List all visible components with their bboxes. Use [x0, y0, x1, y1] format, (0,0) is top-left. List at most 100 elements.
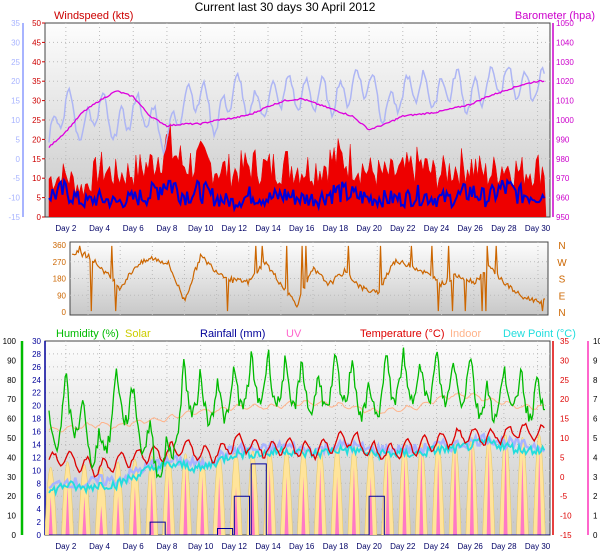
- legend-label: Indoor: [450, 328, 482, 340]
- uv-spike: [250, 476, 255, 535]
- uv-spike: [385, 457, 390, 535]
- windspeed-legend: Windspeed (kts): [54, 10, 133, 22]
- wind-tick-label: 25: [32, 116, 41, 125]
- wind-tick-label: 10: [32, 174, 41, 183]
- uv-spike: [82, 496, 87, 535]
- uv-spike: [419, 447, 424, 535]
- rain-tick-label: 20: [32, 402, 41, 411]
- uv-tick-label: 3: [593, 473, 598, 482]
- humidity-tick-label: 50: [7, 434, 16, 443]
- rain-tick-label: 0: [37, 531, 42, 540]
- uv-spike: [48, 496, 53, 535]
- humidity-tick-label: 10: [7, 512, 16, 521]
- temp-tick-label: -15: [8, 213, 20, 222]
- wind-tick-label: 20: [32, 135, 41, 144]
- direction-tick-label: 270: [53, 258, 67, 267]
- barometer-tick-label: 970: [556, 174, 570, 183]
- x-tick-label: Day 4: [89, 542, 110, 551]
- rain-tick-label: 28: [32, 350, 41, 359]
- humidity-tick-label: 80: [7, 376, 16, 385]
- x-tick-label: Day 16: [289, 224, 315, 233]
- uv-spike: [486, 447, 491, 535]
- page-title: Current last 30 days 30 April 2012: [195, 0, 376, 14]
- temp-tick-label: 35: [11, 19, 20, 28]
- rain-tick-label: 6: [37, 492, 42, 501]
- x-tick-label: Day 8: [156, 542, 177, 551]
- rain-tick-label: 8: [37, 479, 42, 488]
- x-tick-label: Day 2: [55, 224, 76, 233]
- temperature-tick-label: -15: [560, 531, 572, 540]
- temperature-tick-label: 5: [560, 453, 565, 462]
- direction-tick-label: 0: [62, 308, 67, 317]
- uv-spike: [149, 476, 154, 535]
- x-tick-label: Day 12: [222, 542, 248, 551]
- x-tick-label: Day 28: [491, 224, 517, 233]
- humidity-plot-area: [44, 340, 551, 536]
- legend-label: UV: [286, 328, 302, 340]
- barometer-tick-label: 960: [556, 194, 570, 203]
- temperature-tick-label: 30: [560, 356, 569, 365]
- temperature-tick-label: 15: [560, 415, 569, 424]
- direction-axes: 360 N 270 W 180 S 90 E 0 N: [53, 241, 568, 319]
- uv-spike: [368, 476, 373, 535]
- x-tick-label: Day 22: [390, 224, 416, 233]
- rain-tick-label: 22: [32, 389, 41, 398]
- humidity-line: [48, 347, 546, 479]
- wind-gust-area: [48, 123, 547, 217]
- direction-gridlines: [70, 242, 548, 315]
- temperature-tick-label: -5: [560, 492, 568, 501]
- humidity-x-axis: Day 2 Day 4 Day 6 Day 8 Day 10 Day 12 Day 14 Da…: [55, 542, 550, 551]
- uv-spike: [453, 447, 458, 535]
- humidity-tick-label: 60: [7, 415, 16, 424]
- barometer-tick-label: 1040: [556, 38, 574, 47]
- compass-label: S: [559, 275, 566, 286]
- uv-tick-label: 10: [593, 337, 600, 346]
- x-tick-label: Day 30: [525, 542, 551, 551]
- barometer-legend: Barometer (hpa): [515, 10, 595, 22]
- uv-tick-label: 1: [593, 512, 598, 521]
- indoor-line: [48, 392, 545, 433]
- x-tick-label: Day 4: [89, 224, 110, 233]
- temp-tick-label: 10: [11, 116, 20, 125]
- rain-tick-label: 12: [32, 453, 41, 462]
- temperature-tick-label: -10: [560, 512, 572, 521]
- barometer-line: [48, 79, 545, 148]
- legend-label: Humidity (%): [56, 328, 119, 340]
- uv-tick-label: 0: [593, 531, 598, 540]
- humidity-tick-label: 20: [7, 492, 16, 501]
- x-tick-label: Day 8: [156, 224, 177, 233]
- uv-spike: [267, 467, 272, 535]
- x-tick-label: Day 18: [323, 224, 349, 233]
- uv-spike: [537, 447, 542, 535]
- barometer-tick-label: 990: [556, 135, 570, 144]
- wind-series: [48, 65, 547, 217]
- direction-tick-label: 360: [53, 241, 67, 250]
- humidity-legend: Humidity (%) Solar Rainfall (mm) UV Temperat…: [56, 328, 576, 340]
- wind-tick-label: 50: [32, 19, 41, 28]
- direction-line: [71, 245, 546, 312]
- wind-tick-label: 30: [32, 97, 41, 106]
- humidity-tick-label: 100: [3, 337, 17, 346]
- barometer-tick-label: 1000: [556, 116, 574, 125]
- wind-avg-line: [48, 177, 546, 213]
- rain-tick-label: 18: [32, 415, 41, 424]
- humidity-series: [45, 347, 550, 535]
- uv-tick-label: 4: [593, 453, 598, 462]
- compass-label: W: [557, 258, 567, 269]
- barometer-tick-label: 950: [556, 213, 570, 222]
- humidity-tick-label: 0: [12, 531, 17, 540]
- uv-spike: [402, 457, 407, 535]
- uv-tick-label: 6: [593, 415, 598, 424]
- humidity-tick-label: 40: [7, 453, 16, 462]
- barometer-tick-label: 1050: [556, 19, 574, 28]
- humidity-tick-label: 90: [7, 356, 16, 365]
- temperature-line: [48, 422, 545, 478]
- temp-tick-label: -10: [8, 194, 20, 203]
- x-tick-label: Day 12: [222, 224, 248, 233]
- barometer-tick-label: 1010: [556, 97, 574, 106]
- barometer-tick-label: 1020: [556, 77, 574, 86]
- wind-tick-label: 45: [32, 38, 41, 47]
- x-tick-label: Day 22: [390, 542, 416, 551]
